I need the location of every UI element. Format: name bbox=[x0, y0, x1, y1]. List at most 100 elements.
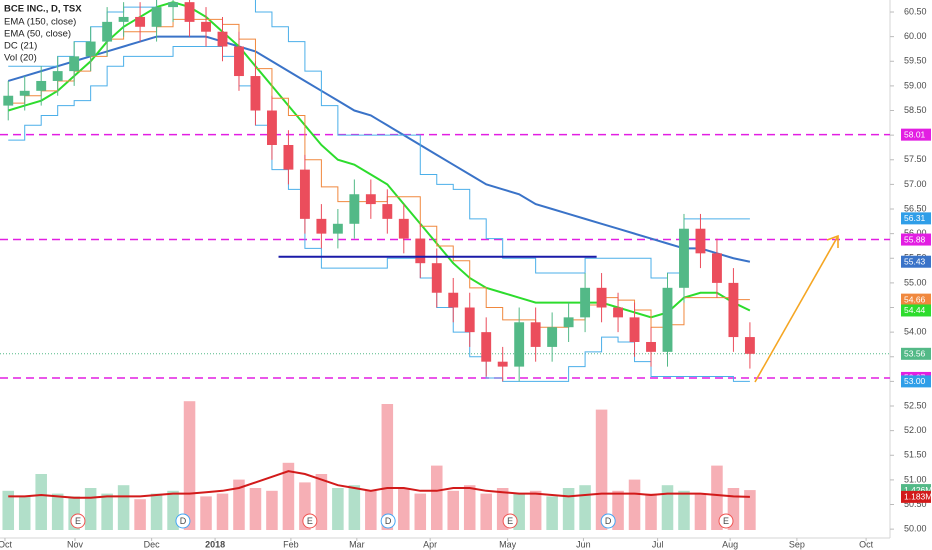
y-tick-label: 59.00 bbox=[904, 80, 927, 90]
price-badge bbox=[901, 375, 931, 388]
candle-body bbox=[563, 317, 574, 328]
volume-bar bbox=[529, 490, 542, 530]
volume-bar bbox=[463, 485, 476, 530]
candle-body bbox=[85, 41, 96, 57]
volume-bar bbox=[134, 499, 146, 530]
indicator-line bbox=[8, 470, 750, 499]
x-tick-label: Jun bbox=[576, 539, 591, 549]
event-marker bbox=[502, 513, 518, 529]
price-badge bbox=[901, 293, 931, 306]
volume-bar bbox=[249, 488, 262, 530]
candle-body bbox=[349, 194, 360, 224]
volume-bar bbox=[727, 488, 740, 530]
price-badge-label: 54.66 bbox=[904, 294, 926, 304]
price-badge-label: 54.44 bbox=[904, 305, 926, 315]
candle-body bbox=[69, 56, 80, 72]
event-label: E bbox=[723, 516, 729, 526]
volume-bar bbox=[183, 401, 196, 530]
candle-body bbox=[398, 218, 409, 239]
candle-body bbox=[514, 322, 525, 367]
candle-body bbox=[151, 7, 162, 27]
x-tick-label: Sep bbox=[789, 539, 805, 549]
volume-bar bbox=[101, 493, 113, 530]
x-tick-label: Jul bbox=[652, 539, 664, 549]
y-tick-label: 57.00 bbox=[904, 179, 927, 189]
y-tick-label: 60.50 bbox=[904, 6, 927, 16]
volume-bar bbox=[678, 490, 690, 530]
volume-bar bbox=[381, 404, 394, 530]
volume-bar bbox=[711, 465, 723, 530]
volume-bar bbox=[612, 490, 624, 530]
price-badge bbox=[901, 304, 931, 317]
price-badge-label: 56.31 bbox=[904, 213, 926, 223]
candle-body bbox=[316, 218, 327, 234]
candle-body bbox=[497, 361, 508, 367]
candle-body bbox=[596, 287, 607, 308]
candle-body bbox=[695, 228, 706, 254]
indicator-line bbox=[7, 1, 751, 319]
y-tick-label: 52.50 bbox=[904, 400, 927, 410]
candle-body bbox=[530, 322, 541, 347]
y-tick-label: 52.00 bbox=[904, 425, 927, 435]
candle-body bbox=[135, 16, 146, 27]
x-tick-label: Oct bbox=[0, 539, 12, 549]
candle-body bbox=[448, 292, 459, 308]
candle-body bbox=[629, 317, 640, 342]
volume-bar bbox=[365, 490, 377, 530]
y-tick-label: 51.00 bbox=[904, 474, 927, 484]
x-tick-label: Dec bbox=[144, 539, 161, 549]
candle-body bbox=[679, 228, 689, 288]
volume-bar bbox=[430, 465, 443, 530]
y-tick-label: 58.50 bbox=[904, 105, 927, 115]
volume-bar bbox=[150, 493, 163, 530]
event-marker bbox=[175, 513, 191, 529]
price-badge-label: 53.56 bbox=[904, 349, 926, 359]
candle-body bbox=[234, 46, 244, 77]
y-tick-label: 50.50 bbox=[904, 499, 927, 509]
volume-bar bbox=[744, 490, 756, 530]
volume-bar bbox=[216, 493, 229, 530]
legend-entry: DC (21) bbox=[4, 41, 37, 52]
volume-bar bbox=[628, 479, 641, 530]
arrow bbox=[754, 234, 839, 383]
candle-body bbox=[3, 95, 14, 106]
x-tick-label: 2018 bbox=[205, 539, 225, 549]
candle-body bbox=[613, 307, 623, 318]
candle-body bbox=[728, 282, 739, 338]
volume-bar bbox=[282, 462, 295, 530]
candle-body bbox=[102, 21, 113, 42]
price-badge bbox=[901, 128, 931, 141]
volume-bar bbox=[233, 479, 245, 530]
price-badge bbox=[901, 233, 931, 246]
x-tick-label: Feb bbox=[283, 539, 299, 549]
price-badge-label: 53.00 bbox=[904, 376, 926, 386]
candle-body bbox=[415, 238, 426, 264]
volume-bar bbox=[299, 482, 311, 530]
event-marker bbox=[718, 513, 734, 529]
event-marker bbox=[380, 513, 396, 529]
y-tick-label: 50.00 bbox=[904, 524, 927, 534]
candle-body bbox=[19, 90, 30, 96]
candle-body bbox=[712, 253, 722, 283]
candle-body bbox=[267, 110, 277, 145]
price-badge-label: 55.43 bbox=[904, 256, 926, 266]
candle-body bbox=[744, 337, 755, 354]
volume-bar bbox=[645, 493, 657, 530]
x-tick-label: Oct bbox=[859, 539, 874, 549]
volume-bar bbox=[546, 496, 558, 530]
candle-body bbox=[464, 307, 475, 333]
y-tick-label: 60.00 bbox=[904, 31, 927, 41]
indicator-line bbox=[7, 35, 751, 263]
volume-bar bbox=[562, 488, 575, 530]
candle-body bbox=[646, 341, 656, 352]
candle-body bbox=[118, 16, 129, 22]
candle-body bbox=[36, 80, 47, 91]
event-label: D bbox=[385, 516, 392, 526]
price-badge-label: 1.183M bbox=[904, 492, 932, 502]
volume-bar bbox=[348, 485, 361, 530]
x-tick-label: May bbox=[499, 539, 517, 549]
price-badge bbox=[901, 490, 931, 503]
volume-bar bbox=[447, 490, 460, 530]
event-label: E bbox=[75, 516, 81, 526]
legend-entry: EMA (150, close) bbox=[4, 17, 76, 28]
